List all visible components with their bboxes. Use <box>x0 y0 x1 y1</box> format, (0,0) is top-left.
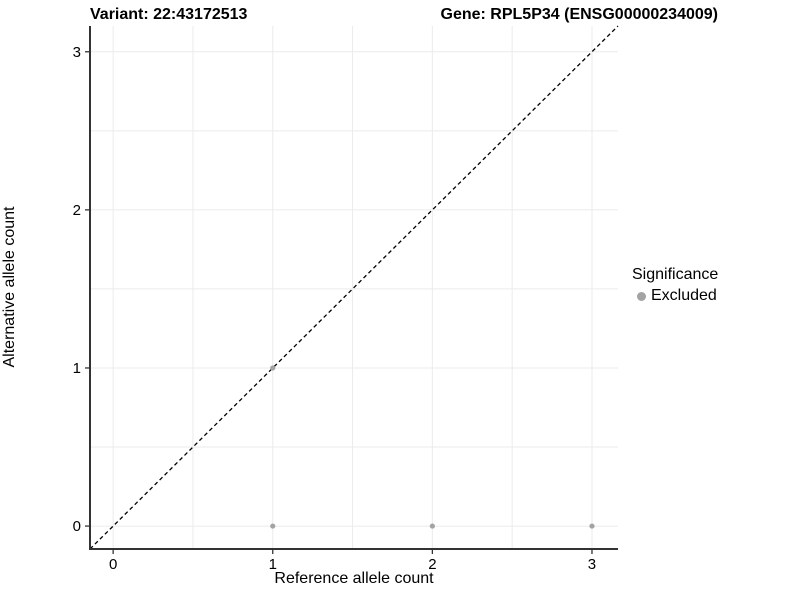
x-tick-label: 2 <box>428 556 436 573</box>
identity-dashed-line <box>89 25 619 550</box>
x-tick-label: 0 <box>109 556 117 573</box>
plot-title-gene: Gene: RPL5P34 (ENSG00000234009) <box>440 6 718 23</box>
y-tick-label: 2 <box>73 202 81 219</box>
legend-title: Significance <box>632 266 719 283</box>
excluded-point-icon <box>636 291 646 301</box>
data-point <box>270 523 276 529</box>
legend-item-label: Excluded <box>651 287 717 304</box>
y-tick-label: 1 <box>73 360 81 377</box>
data-point <box>429 523 435 529</box>
x-tick-label: 1 <box>269 556 277 573</box>
y-tick-label: 0 <box>73 518 81 535</box>
x-axis-title: Reference allele count <box>0 570 800 588</box>
data-point <box>270 365 276 371</box>
plot-title-variant: Variant: 22:43172513 <box>90 6 248 23</box>
y-axis-title: Alternative allele count <box>1 206 18 368</box>
legend-item-excluded: Excluded <box>632 287 718 305</box>
x-tick-label: 3 <box>588 556 596 573</box>
x-axis-title-text: Reference allele count <box>274 570 434 587</box>
data-point <box>589 523 595 529</box>
legend: Significance Excluded <box>632 266 718 305</box>
legend-key <box>632 287 650 305</box>
y-tick-label: 3 <box>73 44 81 61</box>
